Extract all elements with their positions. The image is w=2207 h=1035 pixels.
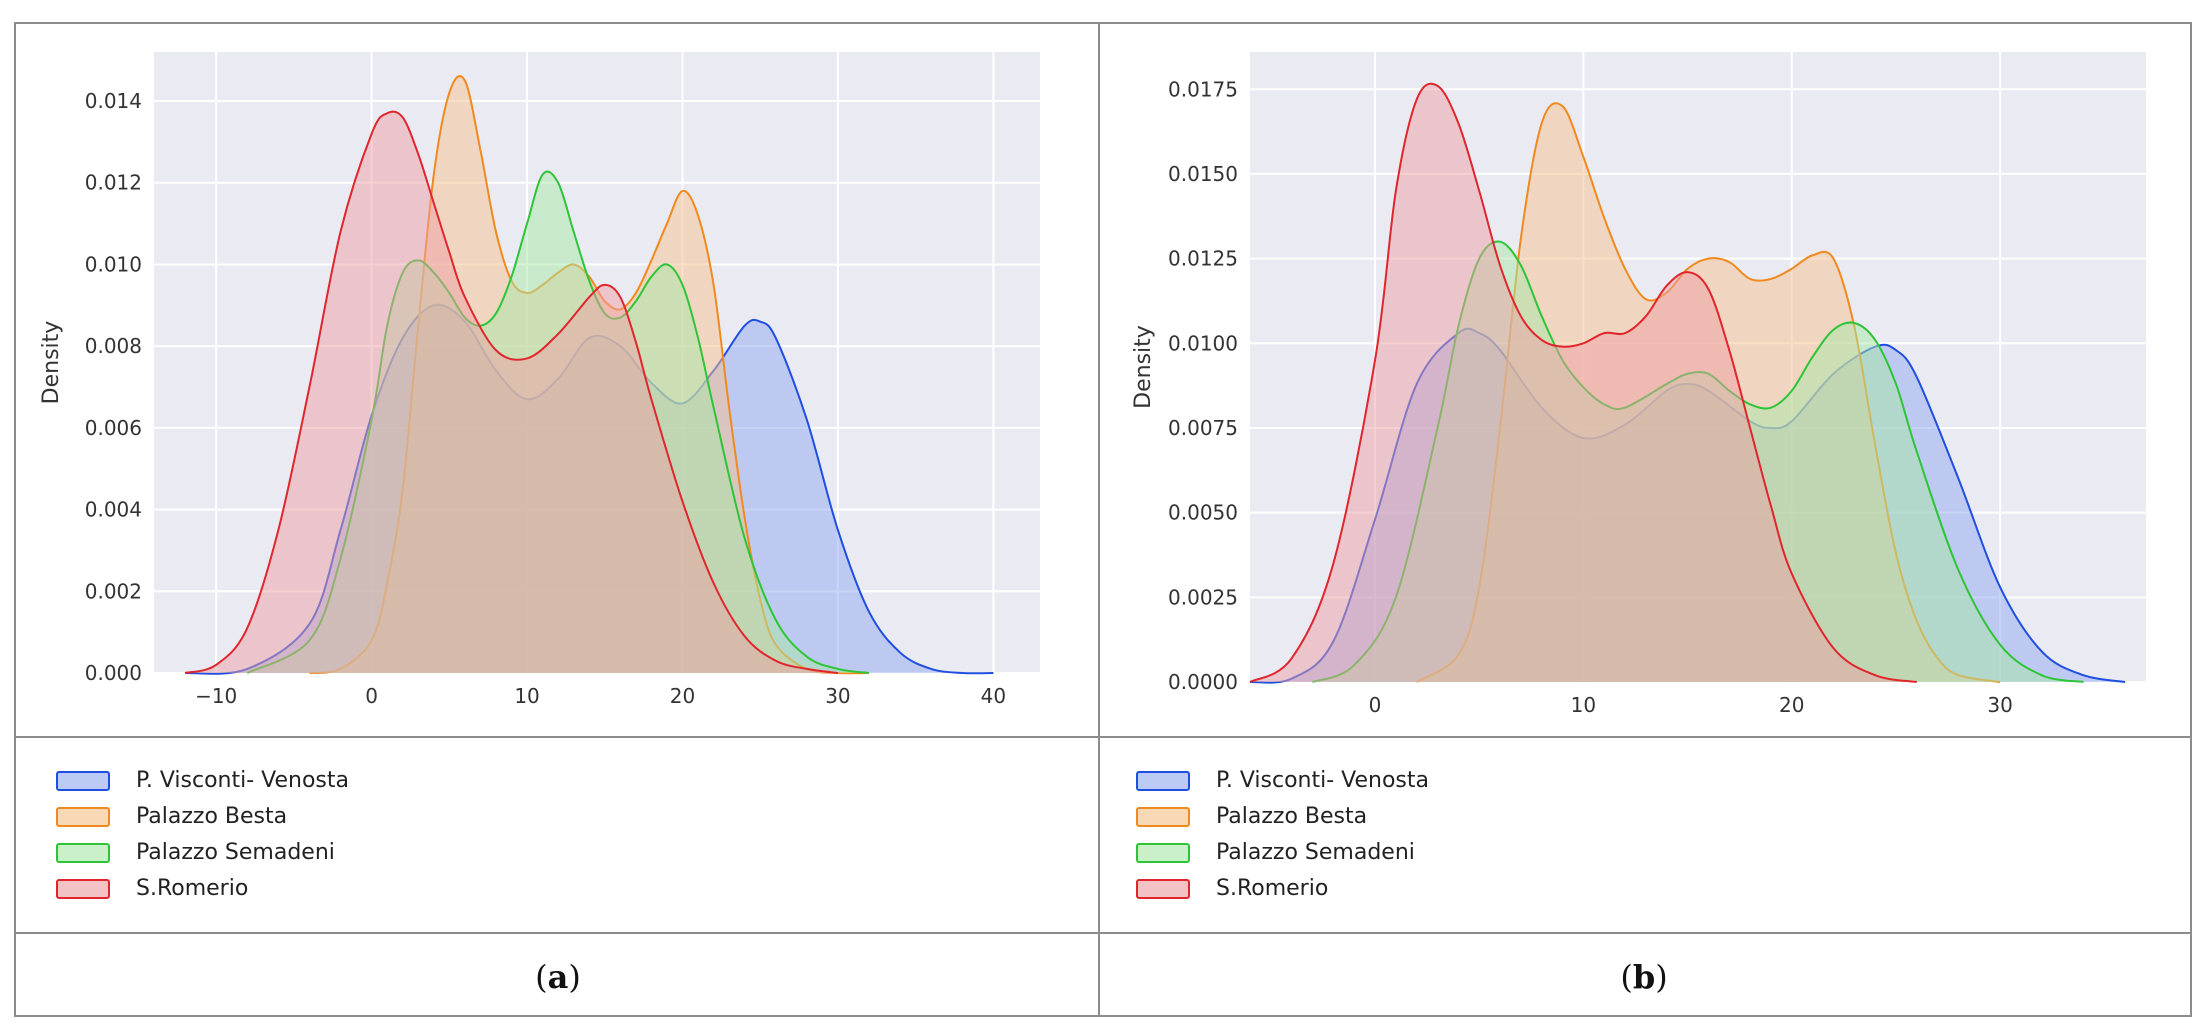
y-tick-label: 0.002 xyxy=(85,579,142,603)
legend-item-semadeni: Palazzo Semadeni xyxy=(56,840,335,865)
legend-swatch xyxy=(1136,770,1190,791)
chart-panel-b: 0 10 20 30 0.0000 0.0025 0.0050 0.0075 0.0100 0.0… xyxy=(1131,52,2146,717)
caption-paren-open: ( xyxy=(1620,958,1633,996)
legend-label: Palazzo Semadeni xyxy=(1216,840,1415,865)
legend-label: S.Romerio xyxy=(136,876,249,901)
y-tick-label: 0.000 xyxy=(85,661,142,685)
y-tick-label: 0.008 xyxy=(85,334,142,358)
density-line-s-romerio xyxy=(1249,82,1917,683)
legend-item-besta: Palazzo Besta xyxy=(56,804,287,829)
figure-frame xyxy=(14,22,2192,1017)
legend-item-visconti: P. Visconti- Venosta xyxy=(56,768,349,793)
caption-paren-close: ) xyxy=(1655,958,1668,996)
legend-label: P. Visconti- Venosta xyxy=(1216,768,1429,793)
caption-b: (b) xyxy=(1544,958,1744,996)
x-tick-label: 20 xyxy=(670,684,695,708)
density-line-s-romerio xyxy=(184,110,839,674)
caption-letter: a xyxy=(547,958,569,996)
legend-label: S.Romerio xyxy=(1216,876,1329,901)
legend-item-besta: Palazzo Besta xyxy=(1136,804,1367,829)
x-tick-label: 30 xyxy=(1987,693,2012,717)
legend-item-semadeni: Palazzo Semadeni xyxy=(1136,840,1415,865)
legend-swatch xyxy=(1136,878,1190,899)
legend-item-romerio: S.Romerio xyxy=(1136,876,1328,901)
x-tick-label: 40 xyxy=(981,684,1006,708)
caption-divider xyxy=(14,932,2192,934)
y-tick-label: 0.0075 xyxy=(1168,416,1238,440)
x-tick-label: 20 xyxy=(1779,693,1804,717)
x-tick-label: 0 xyxy=(365,684,378,708)
legend-swatch xyxy=(56,806,110,827)
y-tick-label: 0.0175 xyxy=(1168,77,1238,101)
y-tick-label: 0.0000 xyxy=(1168,670,1238,694)
y-tick-label: 0.0150 xyxy=(1168,162,1238,186)
y-tick-label: 0.0025 xyxy=(1168,585,1238,609)
density-area-s-romerio xyxy=(185,111,838,674)
legend-swatch xyxy=(56,842,110,863)
caption-paren-open: ( xyxy=(535,958,548,996)
density-area-s-romerio xyxy=(1250,83,1917,682)
column-divider xyxy=(1098,22,1100,1017)
x-tick-label: 30 xyxy=(825,684,850,708)
y-axis-label: Density xyxy=(39,321,64,405)
y-axis-label: Density xyxy=(1131,325,1156,409)
legend-divider xyxy=(14,736,2192,738)
legend-item-visconti: P. Visconti- Venosta xyxy=(1136,768,1429,793)
x-tick-label: 10 xyxy=(514,684,539,708)
x-tick-label: 10 xyxy=(1571,693,1596,717)
y-tick-label: 0.010 xyxy=(85,252,142,276)
legend-swatch xyxy=(56,878,110,899)
y-tick-label: 0.0125 xyxy=(1168,247,1238,271)
legend-swatch xyxy=(1136,806,1190,827)
legend-item-romerio: S.Romerio xyxy=(56,876,248,901)
legend-label: Palazzo Besta xyxy=(1216,804,1368,829)
legend-swatch xyxy=(56,770,110,791)
y-tick-label: 0.014 xyxy=(85,89,142,113)
legend-swatch xyxy=(1136,842,1190,863)
legend-label: Palazzo Semadeni xyxy=(136,840,335,865)
y-tick-label: 0.004 xyxy=(85,498,142,522)
y-tick-label: 0.0100 xyxy=(1168,331,1238,355)
x-tick-label: 0 xyxy=(1369,693,1382,717)
x-tick-label: −10 xyxy=(195,684,237,708)
y-tick-label: 0.012 xyxy=(85,171,142,195)
legend-label: Palazzo Besta xyxy=(136,804,288,829)
y-tick-label: 0.006 xyxy=(85,416,142,440)
caption-paren-close: ) xyxy=(568,958,581,996)
caption-a: (a) xyxy=(458,958,658,996)
caption-letter: b xyxy=(1632,958,1656,996)
legend-label: P. Visconti- Venosta xyxy=(136,768,349,793)
y-tick-label: 0.0050 xyxy=(1168,501,1238,525)
chart-panel-a: −10 0 10 20 30 40 0.000 0.002 0.004 0.006 0.008 0.0… xyxy=(39,52,1040,708)
